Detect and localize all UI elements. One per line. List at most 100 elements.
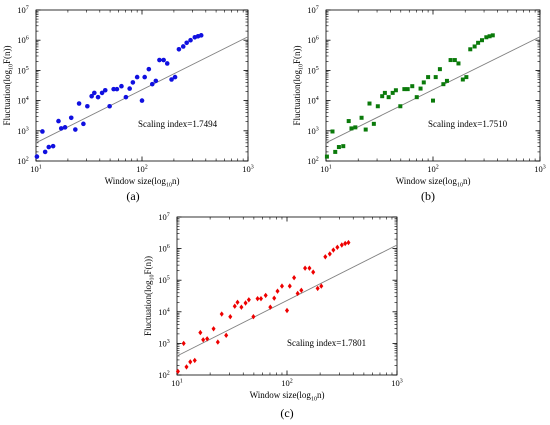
y-tick-label: 103 [17, 126, 29, 136]
data-point [487, 34, 492, 39]
y-tick-label: 102 [307, 156, 319, 166]
data-point [359, 115, 364, 120]
y-axis-label: Fluctuation(log10F(n)) [292, 46, 305, 126]
data-point [279, 283, 284, 289]
fit-line [176, 244, 398, 357]
data-point [339, 242, 344, 248]
data-point [127, 86, 132, 91]
data-point [192, 357, 197, 364]
data-point [102, 87, 108, 93]
data-point [119, 83, 124, 89]
data-point [426, 75, 431, 80]
x-tick-label: 102 [136, 164, 148, 174]
data-point [198, 329, 203, 336]
data-point [460, 77, 465, 82]
data-point [76, 101, 82, 106]
data-point [34, 154, 40, 159]
data-point [258, 295, 264, 302]
data-point [239, 304, 244, 310]
plot-frame [35, 9, 249, 162]
data-point [382, 90, 387, 95]
data-point [99, 90, 105, 96]
data-point [58, 126, 64, 131]
data-point [232, 303, 237, 309]
plot-frame [176, 216, 398, 376]
data-point [272, 295, 277, 301]
data-point [184, 40, 189, 46]
data-point [431, 98, 435, 103]
scaling-index-annotation: Scaling index=1.7510 [428, 119, 508, 129]
data-point [211, 326, 216, 332]
data-point [215, 339, 220, 345]
data-point [468, 47, 473, 52]
data-point [375, 104, 380, 109]
y-axis-label: Fluctuation(log10F(n)) [2, 46, 15, 126]
data-point [85, 103, 90, 109]
data-point [157, 57, 162, 63]
data-point [176, 46, 182, 52]
data-point [341, 144, 346, 149]
data-point [333, 149, 338, 154]
data-point [349, 126, 354, 131]
y-tick-label: 105 [17, 65, 29, 75]
scaling-index-annotation: Scaling index=1.7801 [287, 338, 366, 348]
data-point [46, 144, 52, 150]
panel-label: (a) [126, 189, 139, 203]
data-point [224, 332, 229, 339]
data-point [476, 40, 481, 45]
x-axis-label: Window size(log10n) [105, 176, 180, 189]
data-point [153, 78, 159, 84]
data-point [62, 125, 68, 130]
x-tick-label: 103 [534, 164, 546, 174]
y-axis-label: Fluctuation(log10F(n)) [143, 256, 156, 336]
data-point [346, 119, 351, 124]
data-point [299, 287, 304, 293]
data-point [201, 337, 206, 343]
data-point [146, 66, 152, 72]
data-point [284, 307, 290, 314]
data-point [198, 33, 204, 38]
data-point [421, 80, 426, 85]
data-point [472, 44, 477, 49]
x-axis-label: Window size(log10n) [250, 390, 325, 403]
data-point [343, 240, 348, 247]
y-tick-label: 104 [17, 96, 29, 106]
data-point [380, 94, 385, 99]
data-point [169, 77, 174, 82]
data-point [184, 364, 189, 370]
data-point [448, 58, 453, 63]
data-point [456, 61, 461, 66]
data-point [181, 340, 186, 347]
data-point [330, 129, 335, 134]
x-tick-label: 102 [281, 378, 293, 388]
data-point [246, 297, 251, 303]
data-point [335, 244, 340, 250]
data-point [243, 300, 248, 306]
data-point [418, 86, 423, 91]
data-point [479, 38, 484, 43]
y-tick-label: 103 [158, 338, 170, 348]
data-point [111, 86, 116, 92]
x-tick-label: 103 [242, 164, 254, 174]
data-point [275, 288, 280, 294]
data-point [367, 101, 372, 106]
data-point [50, 143, 56, 149]
y-tick-label: 107 [17, 5, 29, 15]
data-point [268, 304, 273, 310]
data-point [490, 33, 495, 38]
data-point [68, 115, 74, 121]
data-point [441, 82, 446, 87]
data-point [371, 121, 376, 126]
data-point [464, 75, 469, 80]
y-tick-label: 105 [158, 275, 170, 285]
fit-line [35, 36, 249, 144]
data-point [73, 127, 78, 132]
data-point [42, 149, 48, 155]
x-tick-label: 101 [30, 164, 42, 174]
scaling-index-annotation: Scaling index=1.7494 [138, 119, 218, 129]
data-point [81, 121, 86, 127]
